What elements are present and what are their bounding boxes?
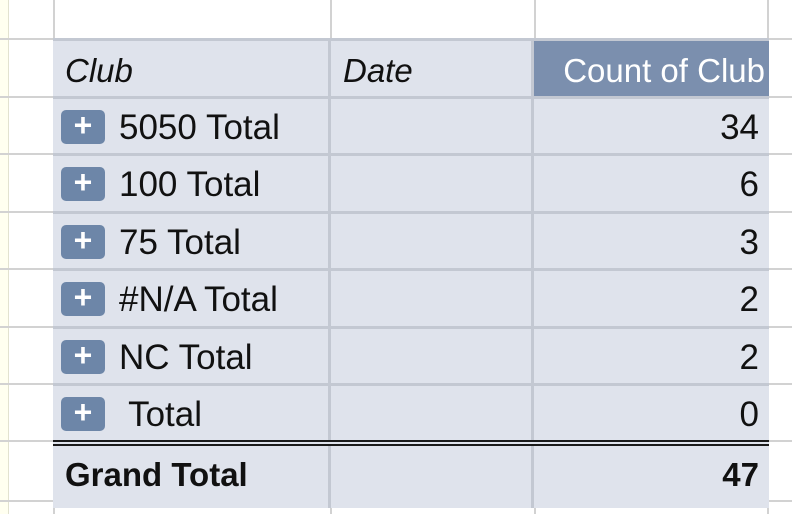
date-cell[interactable] xyxy=(331,214,534,271)
row-label: #N/A Total xyxy=(119,280,278,319)
header-cell-date[interactable]: Date xyxy=(331,41,534,99)
pivot-row: + 5050 Total 34 xyxy=(53,96,769,156)
plus-icon[interactable]: + xyxy=(61,281,105,316)
header-date-label: Date xyxy=(343,52,413,89)
date-cell[interactable] xyxy=(331,271,534,329)
count-value: 6 xyxy=(739,165,759,204)
row-label: 5050 Total xyxy=(119,108,280,147)
grand-total-label: Grand Total xyxy=(65,456,248,493)
grand-total-label-cell[interactable]: Grand Total xyxy=(53,446,331,508)
plus-icon[interactable]: + xyxy=(61,396,105,431)
row-label-cell[interactable]: + 100 Total xyxy=(53,156,331,214)
grand-total-date-cell[interactable] xyxy=(331,446,534,508)
plus-icon[interactable]: + xyxy=(61,224,105,259)
row-label: 100 Total xyxy=(119,165,261,204)
header-cell-count-of-club[interactable]: Count of Club xyxy=(534,41,769,99)
plus-icon[interactable]: + xyxy=(61,109,105,144)
row-header-strip xyxy=(0,0,9,514)
date-cell[interactable] xyxy=(331,386,534,443)
count-cell[interactable]: 0 xyxy=(534,386,769,443)
row-label: NC Total xyxy=(119,338,253,377)
pivot-row: + NC Total 2 xyxy=(53,326,769,386)
count-value: 2 xyxy=(739,280,759,319)
count-value: 2 xyxy=(739,338,759,377)
header-club-label: Club xyxy=(65,52,133,89)
row-label-cell[interactable]: + NC Total xyxy=(53,329,331,386)
pivot-header-row: Club Date Count of Club xyxy=(53,38,769,99)
grand-total-value: 47 xyxy=(722,456,759,493)
pivot-row: + 100 Total 6 xyxy=(53,153,769,214)
plus-icon[interactable]: + xyxy=(61,339,105,374)
grand-total-count-cell[interactable]: 47 xyxy=(534,446,769,508)
count-cell[interactable]: 3 xyxy=(534,214,769,271)
count-cell[interactable]: 6 xyxy=(534,156,769,214)
header-count-label: Count of Club xyxy=(563,52,765,89)
row-label-cell[interactable]: + #N/A Total xyxy=(53,271,331,329)
count-cell[interactable]: 2 xyxy=(534,271,769,329)
row-label-cell[interactable]: + 75 Total xyxy=(53,214,331,271)
row-label: 75 Total xyxy=(119,223,241,262)
count-value: 3 xyxy=(739,223,759,262)
header-cell-club[interactable]: Club xyxy=(53,41,331,99)
pivot-row: + Total 0 xyxy=(53,383,769,443)
row-label-cell[interactable]: + 5050 Total xyxy=(53,99,331,156)
count-cell[interactable]: 34 xyxy=(534,99,769,156)
pivot-row: + 75 Total 3 xyxy=(53,211,769,271)
row-label-cell[interactable]: + Total xyxy=(53,386,331,443)
date-cell[interactable] xyxy=(331,329,534,386)
count-cell[interactable]: 2 xyxy=(534,329,769,386)
count-value: 34 xyxy=(720,108,759,147)
count-value: 0 xyxy=(739,395,759,434)
date-cell[interactable] xyxy=(331,99,534,156)
pivot-row: + #N/A Total 2 xyxy=(53,268,769,329)
grand-total-row: Grand Total 47 xyxy=(53,440,769,508)
date-cell[interactable] xyxy=(331,156,534,214)
plus-icon[interactable]: + xyxy=(61,166,105,201)
row-label: Total xyxy=(119,395,203,434)
